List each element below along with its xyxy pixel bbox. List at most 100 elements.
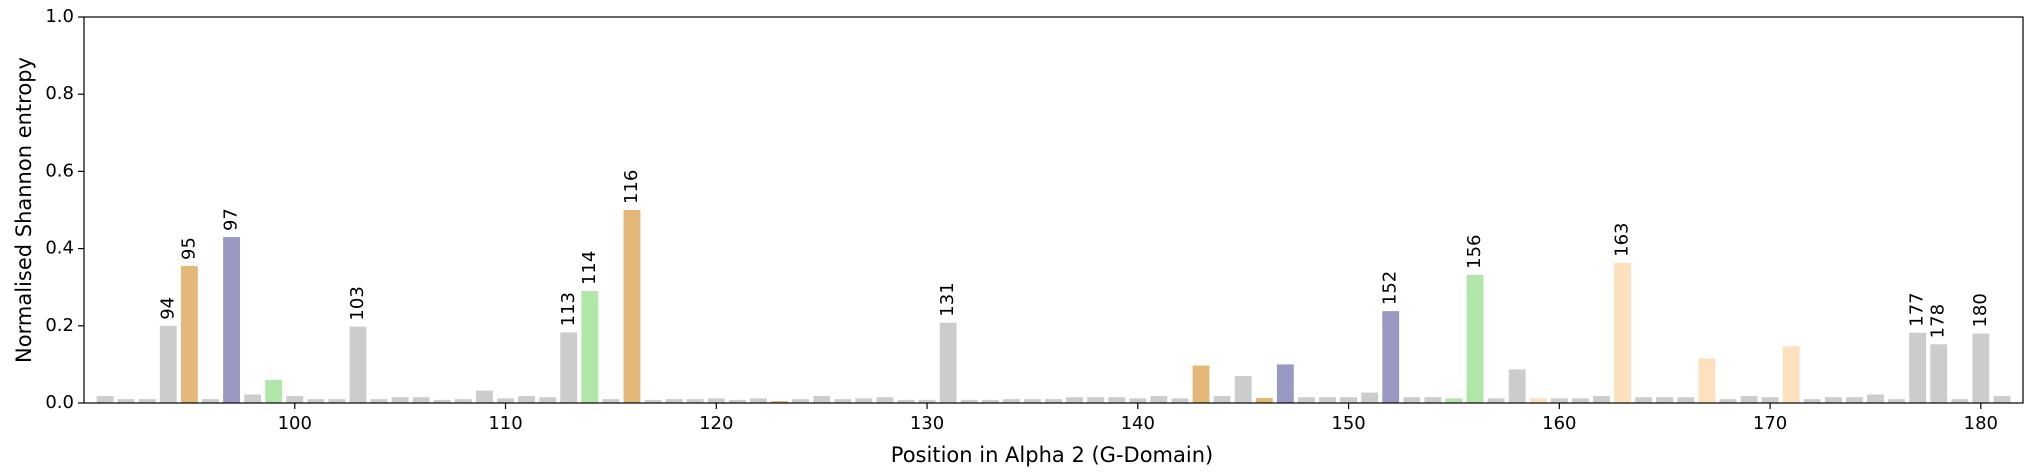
- bar-label: 180: [1970, 293, 1991, 327]
- bar-label: 131: [937, 282, 958, 316]
- x-tick-label: 120: [699, 413, 733, 434]
- bar-label: 156: [1464, 234, 1485, 268]
- bar: [581, 291, 599, 403]
- bar: [1888, 399, 1905, 403]
- bar: [1972, 333, 1990, 403]
- bar: [728, 399, 746, 403]
- bar: [644, 399, 662, 403]
- bar-label: 103: [347, 286, 368, 320]
- x-axis-label: Position in Alpha 2 (G-Domain): [891, 443, 1213, 467]
- bar: [1698, 358, 1716, 403]
- bar: [981, 399, 999, 403]
- bar: [1255, 397, 1273, 403]
- bar: [1045, 399, 1062, 403]
- bar: [1761, 397, 1779, 403]
- bar: [518, 396, 536, 403]
- bar-label: 95: [178, 237, 199, 260]
- bar: [1550, 398, 1568, 403]
- bar: [1171, 398, 1189, 403]
- bar-label: 163: [1612, 223, 1633, 257]
- bar: [1382, 311, 1400, 403]
- bar: [412, 397, 430, 403]
- bar: [1993, 396, 2011, 403]
- bar: [307, 399, 325, 403]
- bar: [960, 399, 978, 403]
- bar-label: 152: [1380, 271, 1401, 305]
- bar: [1571, 398, 1589, 403]
- bar: [476, 390, 493, 403]
- bar: [1466, 274, 1484, 403]
- bar: [1129, 398, 1147, 403]
- bar: [855, 398, 873, 403]
- bar: [1803, 399, 1821, 403]
- bar-label: 97: [221, 208, 242, 231]
- y-axis-label: Normalised Shannon entropy: [12, 57, 36, 363]
- bar: [1782, 346, 1800, 403]
- bar: [286, 396, 304, 403]
- bar: [1740, 396, 1758, 403]
- bar: [1361, 392, 1379, 403]
- bar: [897, 399, 915, 403]
- y-tick-label: 0.4: [45, 238, 74, 259]
- bar: [1234, 375, 1252, 403]
- bar: [1150, 396, 1168, 403]
- bar: [1213, 396, 1231, 403]
- x-tick-label: 140: [1121, 413, 1155, 434]
- bar: [560, 332, 578, 403]
- bar: [1824, 397, 1842, 403]
- bar: [1087, 397, 1105, 403]
- bar: [1445, 398, 1463, 403]
- x-tick-label: 150: [1331, 413, 1365, 434]
- bar-label: 116: [621, 170, 642, 204]
- bar: [1424, 397, 1442, 403]
- bar: [1635, 397, 1653, 403]
- bar: [1276, 364, 1294, 403]
- bar: [370, 399, 388, 403]
- bar: [623, 210, 641, 403]
- bar: [1319, 397, 1336, 403]
- bar: [1487, 398, 1505, 403]
- bar: [1909, 332, 1927, 403]
- y-tick-label: 0.6: [45, 160, 74, 181]
- bar: [1845, 397, 1863, 403]
- bar: [1403, 397, 1421, 403]
- bar: [223, 237, 240, 403]
- bar: [117, 399, 135, 403]
- x-tick-label: 130: [910, 413, 944, 434]
- bar: [349, 326, 367, 403]
- bar: [1066, 397, 1084, 403]
- bar: [750, 398, 767, 403]
- plot-frame: [83, 16, 2024, 404]
- bar: [1614, 262, 1631, 403]
- bar: [792, 399, 810, 403]
- bar: [159, 325, 177, 403]
- bar: [1656, 397, 1674, 403]
- bar: [665, 399, 683, 403]
- bar: [1340, 397, 1357, 403]
- bar: [1719, 399, 1737, 403]
- bar: [1508, 369, 1526, 403]
- bar: [1867, 394, 1884, 403]
- bar: [265, 379, 283, 403]
- x-tick-label: 100: [278, 413, 312, 434]
- bar: [454, 399, 472, 403]
- bar: [918, 399, 936, 403]
- bar: [1002, 399, 1020, 403]
- bar: [602, 399, 620, 403]
- bar: [497, 398, 514, 403]
- bar: [433, 399, 451, 403]
- y-tick-label: 0.0: [45, 392, 74, 413]
- bar: [1023, 399, 1041, 403]
- bar: [939, 322, 957, 403]
- x-tick-label: 160: [1542, 413, 1576, 434]
- bar-label: 113: [558, 292, 579, 326]
- bar-label: 178: [1928, 304, 1949, 338]
- y-tick-label: 0.8: [45, 83, 74, 104]
- bar: [1192, 365, 1210, 403]
- bar-label: 114: [579, 251, 600, 285]
- bar: [1297, 397, 1315, 403]
- x-tick-label: 180: [1964, 413, 1998, 434]
- bar: [707, 398, 725, 403]
- bar: [1529, 398, 1547, 403]
